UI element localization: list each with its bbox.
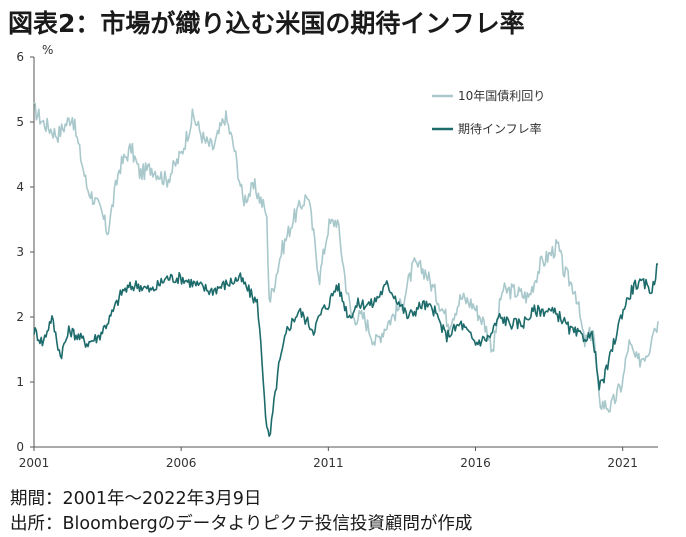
series-10y-yield-line bbox=[33, 101, 659, 413]
x-tick-label: 2006 bbox=[166, 456, 197, 470]
legend-label-inflation: 期待インフレ率 bbox=[458, 121, 542, 136]
y-tick-label: 3 bbox=[16, 245, 24, 259]
x-tick-label: 2011 bbox=[313, 456, 344, 470]
y-tick-label: 4 bbox=[16, 180, 24, 194]
series-inflation-expectation-line bbox=[33, 263, 658, 437]
y-tick-label: 2 bbox=[16, 310, 24, 324]
y-tick-label: 0 bbox=[16, 440, 24, 454]
y-unit-label: % bbox=[42, 43, 53, 57]
x-tick-label: 2021 bbox=[607, 456, 638, 470]
line-chart: 0 1 2 3 4 5 6 % 2001 2006 2011 2016 2021 10年国債利回り期待イ… bbox=[16, 43, 659, 470]
y-tick-label: 5 bbox=[16, 115, 24, 129]
x-tick-label: 2016 bbox=[460, 456, 491, 470]
chart-axes: 0 1 2 3 4 5 6 % 2001 2006 2011 2016 2021 bbox=[16, 43, 658, 470]
series-layer bbox=[33, 101, 659, 437]
x-tick-label: 2001 bbox=[19, 456, 50, 470]
source-note: 出所：Bloombergのデータよりピクテ投信投資顧問が作成 bbox=[10, 514, 473, 534]
legend-label-10y-yield: 10年国債利回り bbox=[458, 88, 545, 103]
chart-title: 図表2：市場が織り込む米国の期待インフレ率 bbox=[8, 9, 525, 38]
period-note: 期間：2001年～2022年3月9日 bbox=[10, 489, 262, 509]
y-tick-label: 6 bbox=[16, 50, 24, 64]
y-tick-label: 1 bbox=[16, 375, 24, 389]
